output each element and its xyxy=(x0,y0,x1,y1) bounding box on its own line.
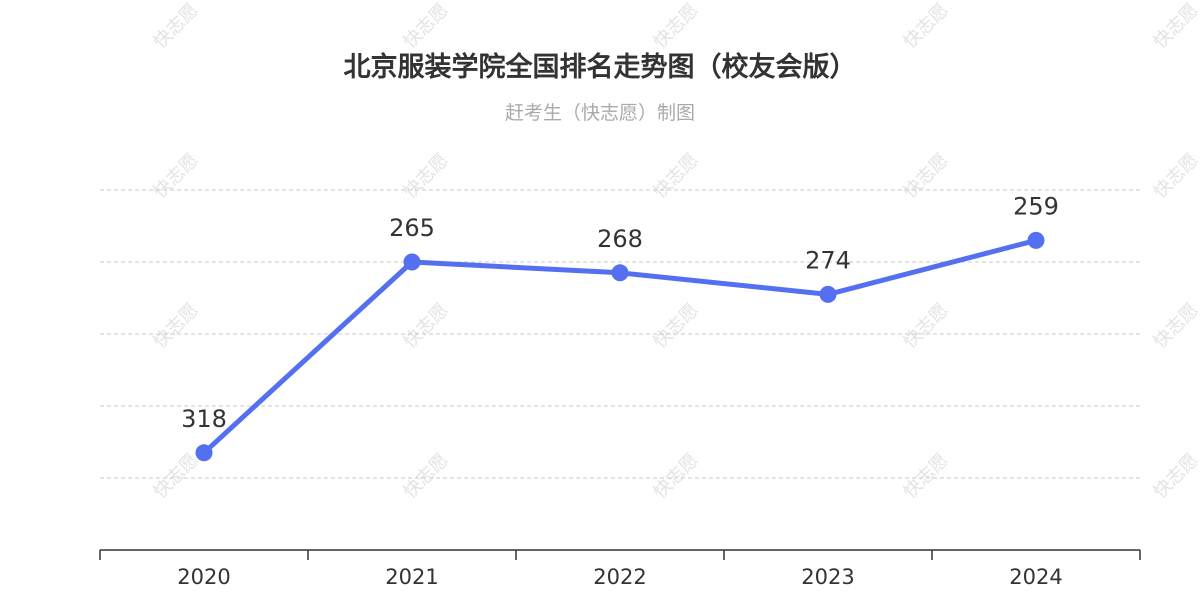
series-layer xyxy=(195,231,1045,462)
x-tick-label: 2020 xyxy=(177,565,230,589)
data-label: 259 xyxy=(1013,192,1059,220)
watermark-text: 快志愿 xyxy=(150,150,203,203)
chart-title: 北京服装学院全国排名走势图（校友会版） xyxy=(344,51,857,83)
watermark-text: 快志愿 xyxy=(1150,450,1200,503)
watermark-text: 快志愿 xyxy=(650,0,703,53)
x-tick-label: 2022 xyxy=(593,565,646,589)
data-label: 265 xyxy=(389,214,435,242)
watermark-text: 快志愿 xyxy=(1150,300,1200,353)
watermark-text: 快志愿 xyxy=(150,450,203,503)
data-point[interactable] xyxy=(403,253,421,271)
watermark-text: 快志愿 xyxy=(400,0,453,53)
watermark-text: 快志愿 xyxy=(900,0,953,53)
watermark-text: 快志愿 xyxy=(1150,0,1200,53)
watermark-text: 快志愿 xyxy=(150,300,203,353)
data-labels: 318 265 268 274 259 xyxy=(181,192,1059,432)
watermark-text: 快志愿 xyxy=(650,300,703,353)
x-tick-label: 2021 xyxy=(385,565,438,589)
watermark-text: 快志愿 xyxy=(900,300,953,353)
chart-subtitle: 赶考生（快志愿）制图 xyxy=(505,102,695,124)
watermark-text: 快志愿 xyxy=(650,450,703,503)
watermark-text: 快志愿 xyxy=(900,450,953,503)
watermark-text: 快志愿 xyxy=(900,150,953,203)
watermark-text: 快志愿 xyxy=(400,450,453,503)
grid-lines xyxy=(100,189,1140,479)
data-point[interactable] xyxy=(1027,231,1045,249)
x-tick-label: 2023 xyxy=(801,565,854,589)
x-axis-ticks: 2020 2021 2022 2023 2024 xyxy=(99,550,1141,589)
watermark-text: 快志愿 xyxy=(400,300,453,353)
data-label: 268 xyxy=(597,225,643,253)
x-tick-label: 2024 xyxy=(1009,565,1062,589)
watermark-text: 快志愿 xyxy=(150,0,203,53)
data-point[interactable] xyxy=(819,285,837,303)
watermark-text: 快志愿 xyxy=(650,150,703,203)
data-label: 274 xyxy=(805,246,851,274)
data-point[interactable] xyxy=(195,444,213,462)
data-point[interactable] xyxy=(611,264,629,282)
watermark-text: 快志愿 xyxy=(400,150,453,203)
watermark-text: 快志愿 xyxy=(1150,150,1200,203)
data-label: 318 xyxy=(181,405,227,433)
